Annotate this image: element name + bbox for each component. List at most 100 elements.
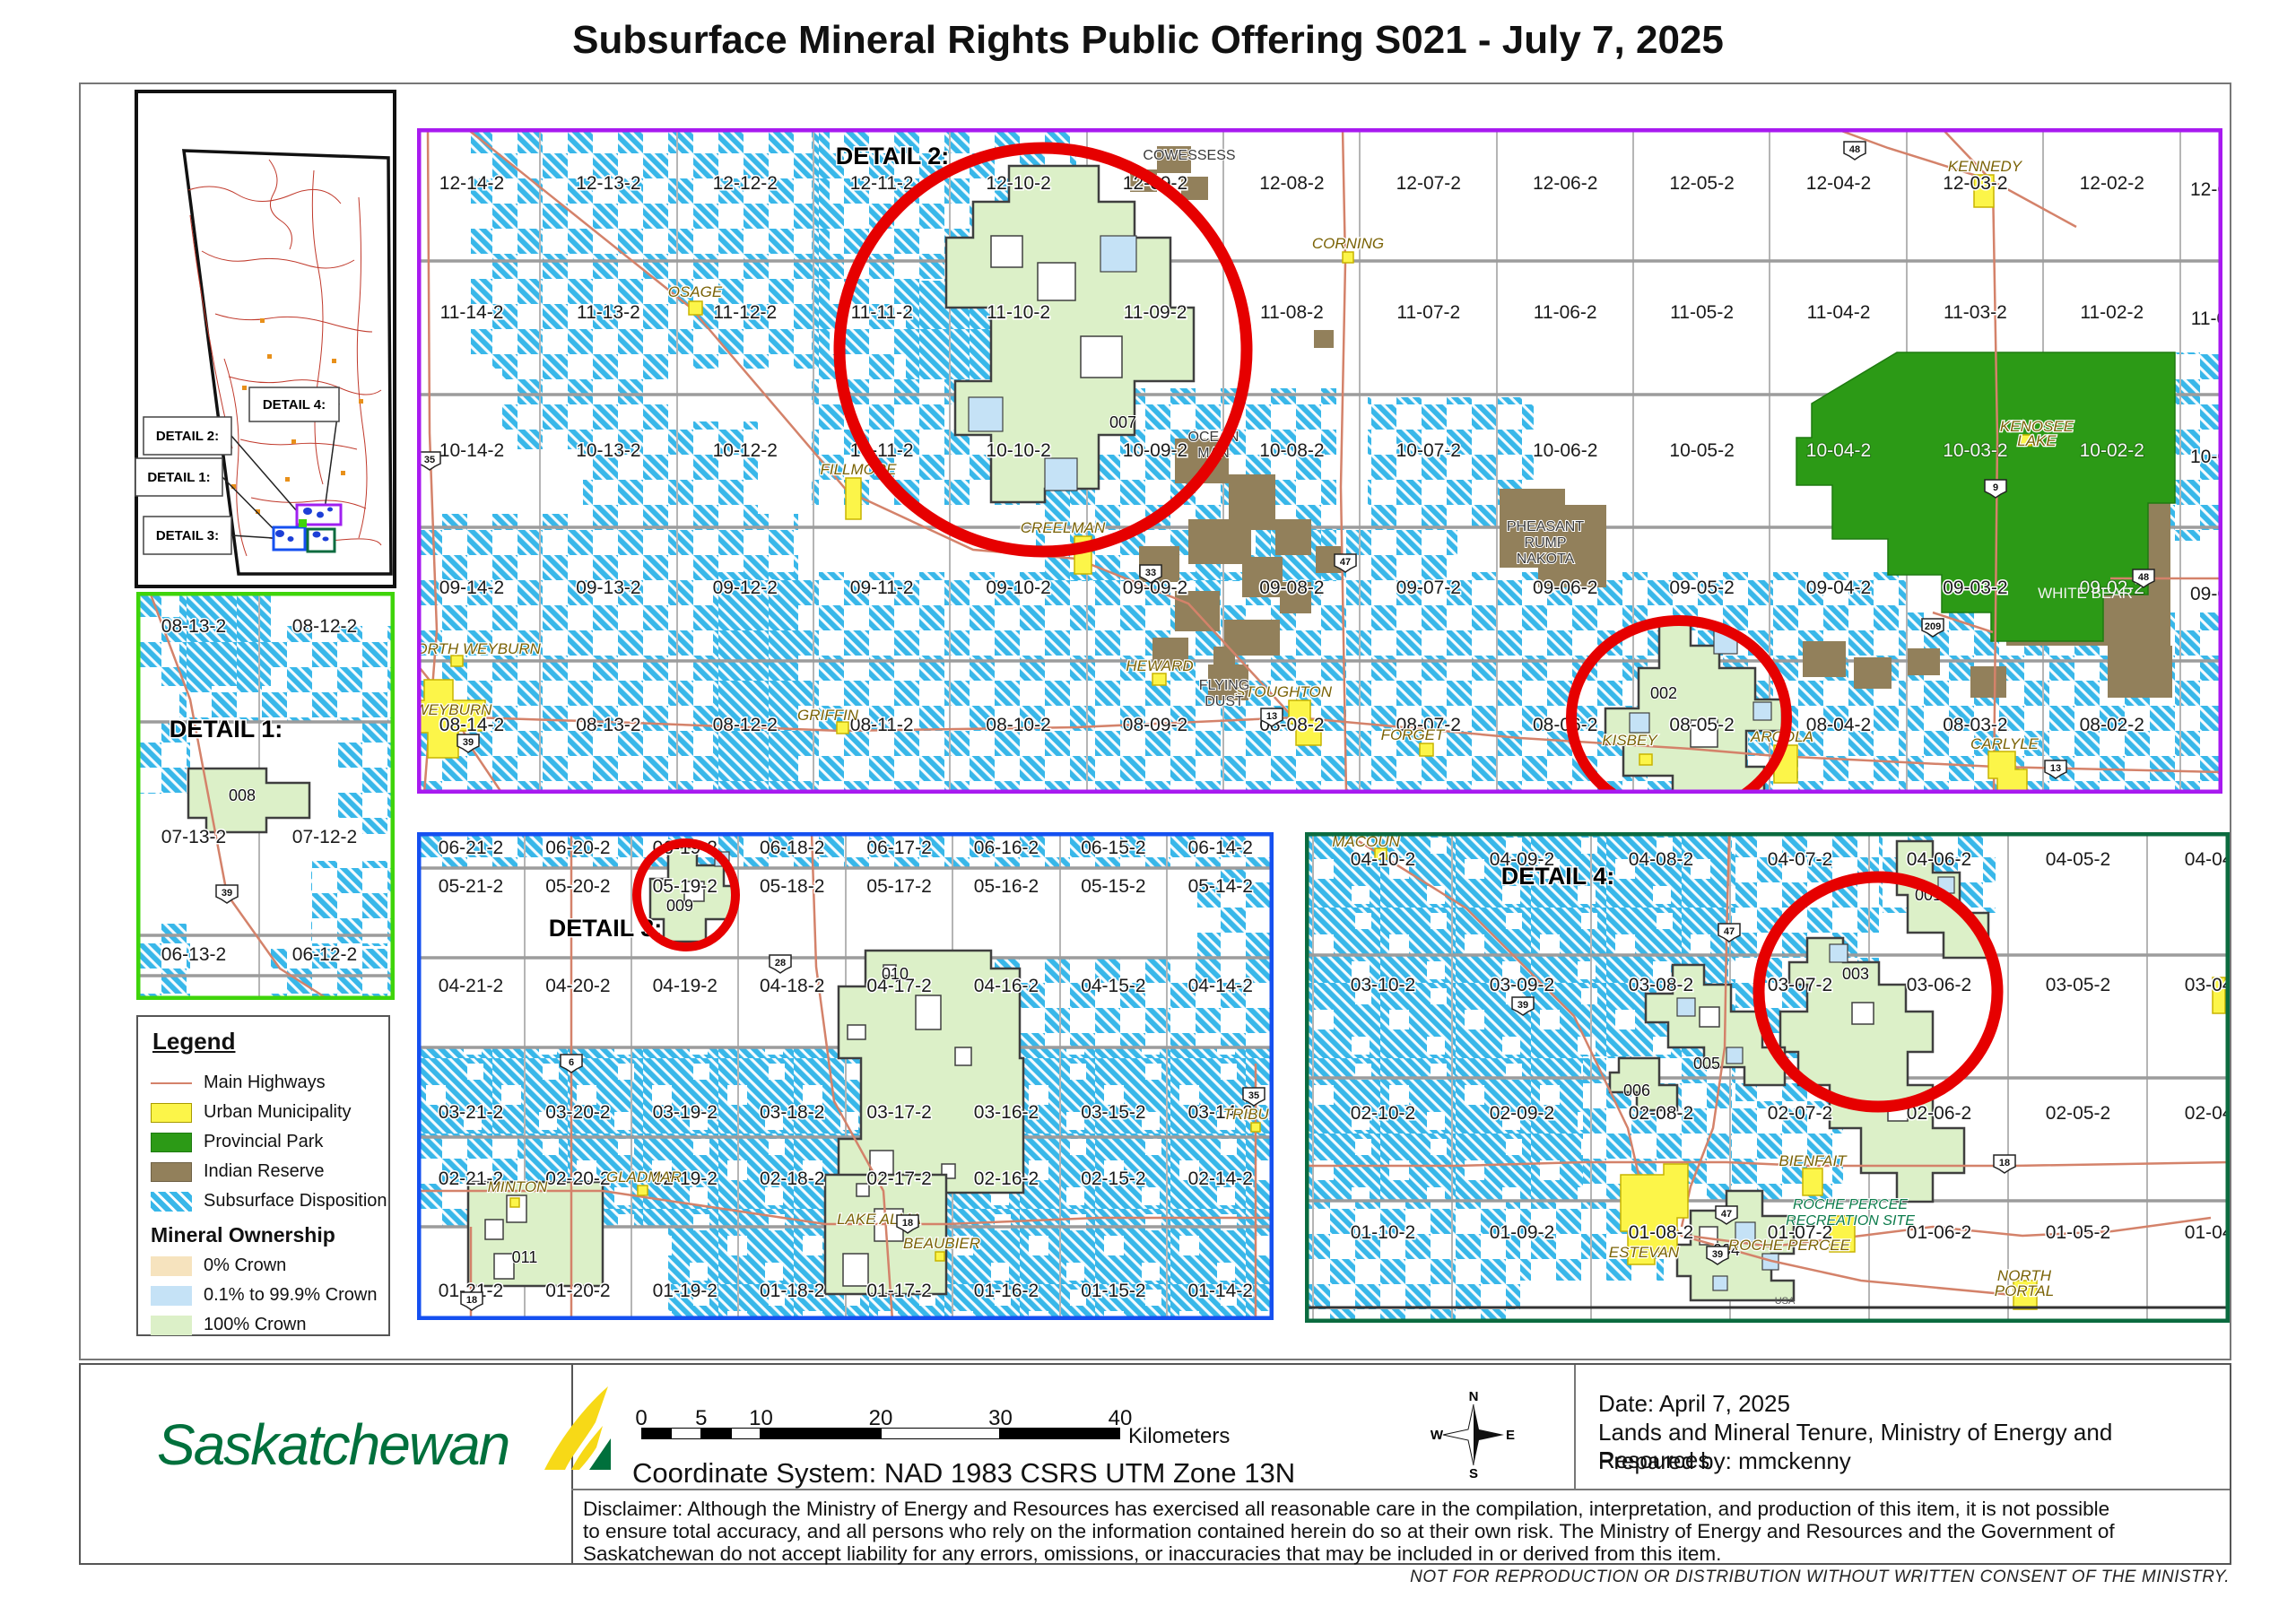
township-label: 10-13-2 [576,440,640,461]
map-label: RUMP [1524,535,1566,551]
urban-municipality [1620,1163,1689,1265]
parcel-hole [1080,335,1123,378]
highway [1941,128,1999,794]
svg-text:35: 35 [1248,1090,1259,1101]
map-label: FLYING [1199,678,1250,693]
inset-town-dot [332,359,336,363]
legend-items: Main Highways Urban Municipality Provincia… [151,1068,388,1216]
township-label: 12-14-2 [439,173,504,194]
map-label: WHITE BEAR [2038,585,2133,602]
panel-border [417,832,1274,1320]
township-label: 08-05-2 [1669,715,1734,735]
indian-reserve [1213,647,1235,666]
crown-parcel [1608,1056,1679,1112]
township-label: 04-14-2 [1188,976,1253,996]
urban-municipality [1973,174,1995,208]
township-label: 03-17-2 [866,1102,931,1123]
parcel-blob [312,531,321,538]
township-label: 08-13-2 [576,715,640,735]
township-label: 10-05-2 [1669,440,1734,461]
map-label: BIENFAIT [1779,1152,1848,1169]
partial-crown-cell [1044,457,1078,491]
township-label: 08-02-2 [2080,715,2144,735]
township-label: 06-15-2 [1081,838,1145,858]
svg-text:18: 18 [902,1218,913,1229]
parcel-hole [842,1253,869,1287]
parcel-hole [493,1253,515,1280]
map-label: MACOUN [1332,833,1400,850]
footer: Saskatchewan 0 5 10 20 30 40 Kilometers N E S… [79,1363,2231,1565]
callout-box [248,387,340,422]
offering-highlight-circle [1566,615,1792,794]
footer-divider-horizontal [571,1489,2230,1490]
urban-municipality [836,721,849,734]
map-label: OSAGE [668,283,723,300]
legend-ownership-items: 0% Crown 0.1% to 99.9% Crown 100% Crown [151,1251,388,1340]
township-label: 09-08-2 [1259,578,1324,598]
highway [810,832,894,1320]
township-label: 01-20-2 [545,1281,610,1301]
map-label: 005 [1693,1055,1720,1073]
township-label: 08-11-2 [850,715,914,735]
parcel-blob [287,536,294,542]
subsurface-disposition [1305,1200,1520,1323]
township-label: 05-21-2 [439,876,503,897]
highway-shield: 209 [1921,618,1944,638]
partial-crown-cell [1676,997,1696,1017]
township-label: 09-10-2 [986,578,1050,598]
inset-town-dot [260,318,265,323]
svg-text:28: 28 [775,958,786,969]
panel-border [1305,832,2230,1323]
parcel-blob [303,508,312,515]
township-label: 11-13-2 [577,302,640,323]
map-label: CARLYLE [1970,735,2039,752]
inset-town-dot [291,439,296,444]
map-label: FORGET [1381,726,1446,743]
indian-reserve [1275,519,1311,555]
urban-municipality [1374,847,1387,860]
indian-reserve [1175,591,1220,631]
township-label: 01-10-2 [1351,1222,1415,1243]
legend-label: Subsurface Disposition [204,1191,387,1211]
township-label: 06-17-2 [866,838,931,858]
svg-text:39: 39 [1712,1249,1723,1260]
township-label: 12-03-2 [1943,173,2007,194]
highway-shield: 48 [1843,141,1866,161]
svg-text:47: 47 [1340,557,1351,568]
scale-segment [731,1428,761,1439]
township-label: 02-04-2 [2185,1103,2230,1124]
map-label: LAKE [2017,432,2057,449]
parcel-blob [322,536,329,542]
township-label: 08-04-2 [1806,715,1871,735]
indian-reserve [1157,146,1191,173]
urban-municipality [1152,673,1167,686]
parcel-hole [1851,1002,1874,1025]
wheat-sheaf-icon [544,1386,611,1470]
legend-item: Provincial Park [151,1127,388,1157]
partial-crown-cell [968,396,1004,432]
svg-text:18: 18 [1999,1158,2010,1168]
parcel-hole [1037,262,1076,301]
legend-label: Indian Reserve [204,1161,325,1181]
ownership-item: 100% Crown [151,1310,388,1340]
scale-segment [761,1428,881,1439]
legend-label: 0% Crown [204,1255,287,1275]
scale-tick: 5 [695,1406,708,1430]
svg-text:E: E [1506,1428,1515,1443]
township-label: 10-03-2 [1943,440,2007,461]
township-label: 04-09-2 [1490,849,1554,870]
subsurface-disposition [471,128,830,369]
inset-highway [214,313,373,333]
inset-town-dot [256,509,260,514]
township-label: 11-10-2 [987,302,1050,323]
subsurface-disposition [668,1227,1274,1320]
scale-tick: 40 [1108,1406,1133,1430]
township-label: 04-06-2 [1907,849,1971,870]
urban-municipality [1250,1122,1261,1133]
scale-tick: 30 [988,1406,1013,1430]
inset-highway [223,358,248,557]
township-label: 08-03-2 [1943,715,2007,735]
offering-highlight-circle [833,142,1253,558]
township-label: 03-10-2 [1351,975,1415,995]
inset-highway [311,169,324,485]
